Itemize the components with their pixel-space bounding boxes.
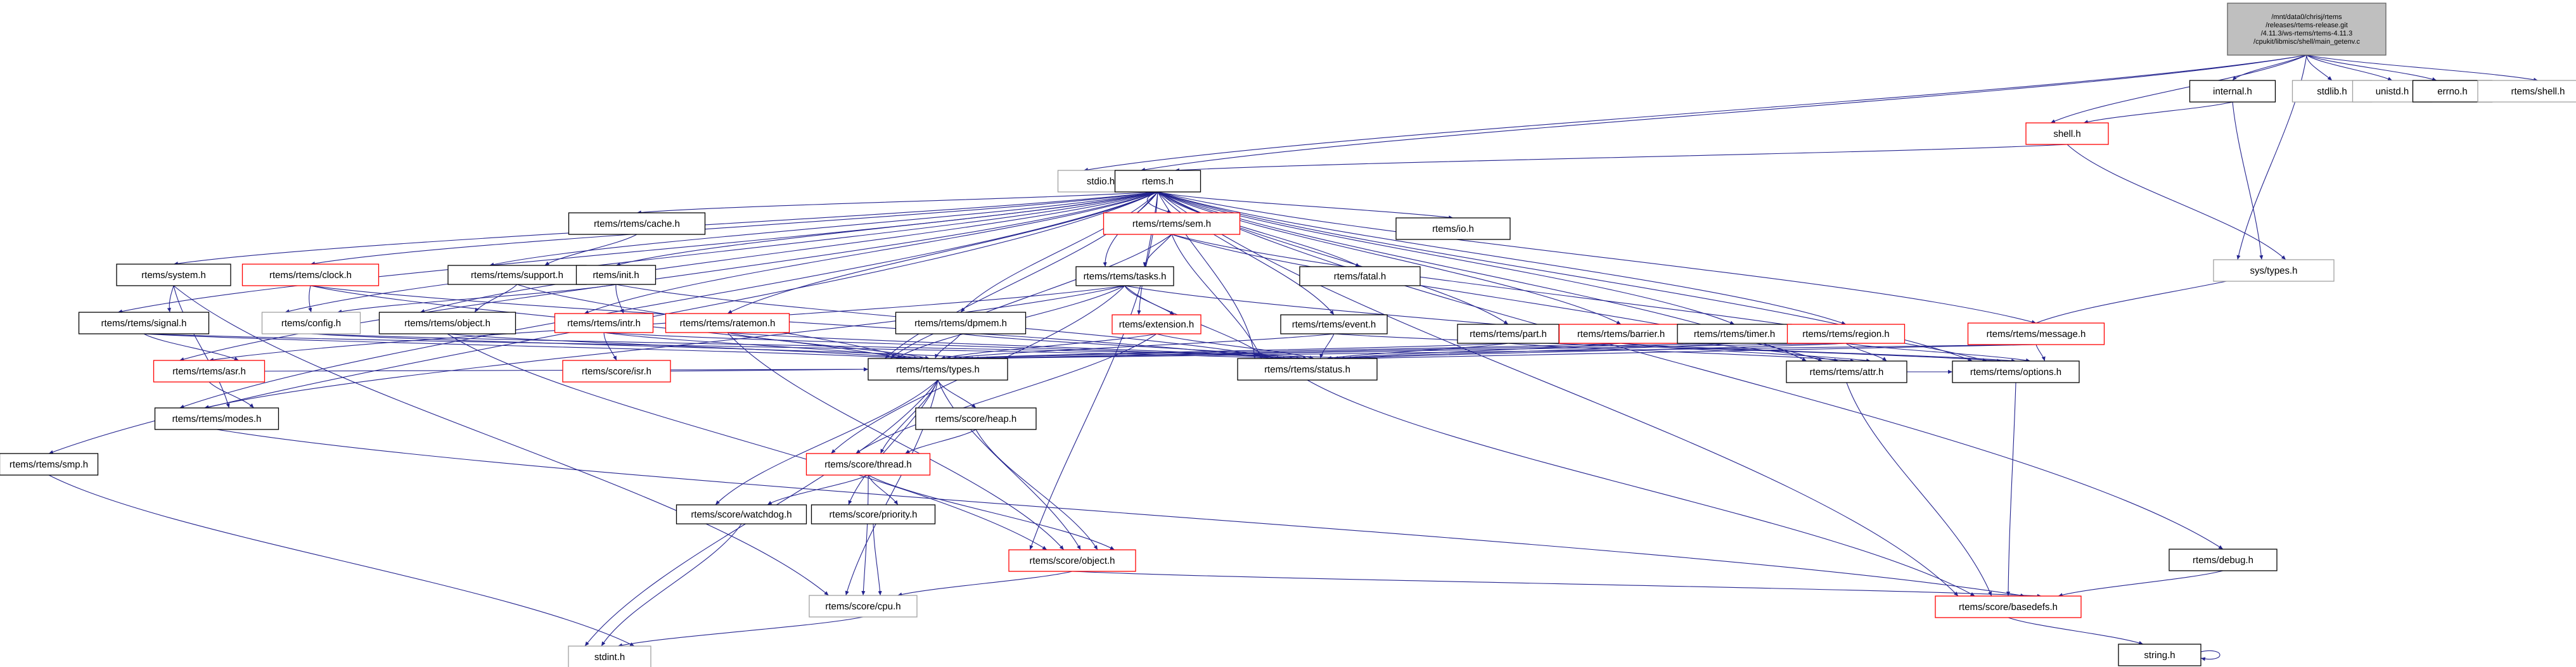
svg-text:rtems/score/object.h: rtems/score/object.h <box>1029 556 1115 566</box>
svg-text:rtems/rtems/part.h: rtems/rtems/part.h <box>1470 329 1547 340</box>
svg-text:rtems/io.h: rtems/io.h <box>1432 224 1474 234</box>
svg-text:rtems/rtems/object.h: rtems/rtems/object.h <box>404 318 490 329</box>
svg-text:rtems/score/heap.h: rtems/score/heap.h <box>935 414 1016 424</box>
svg-text:rtems/rtems/tasks.h: rtems/rtems/tasks.h <box>1084 271 1167 282</box>
svg-text:rtems/extension.h: rtems/extension.h <box>1119 319 1194 330</box>
svg-text:rtems/rtems/intr.h: rtems/rtems/intr.h <box>567 318 641 329</box>
svg-text:rtems/score/cpu.h: rtems/score/cpu.h <box>825 601 900 612</box>
svg-text:rtems/rtems/message.h: rtems/rtems/message.h <box>1987 329 2086 340</box>
svg-text:rtems/score/thread.h: rtems/score/thread.h <box>824 459 912 470</box>
svg-text:rtems/rtems/signal.h: rtems/rtems/signal.h <box>101 318 186 329</box>
svg-text:rtems/config.h: rtems/config.h <box>281 318 341 329</box>
svg-text:rtems/rtems/cache.h: rtems/rtems/cache.h <box>594 219 680 229</box>
svg-text:rtems/system.h: rtems/system.h <box>141 270 206 281</box>
svg-text:rtems/rtems/dpmem.h: rtems/rtems/dpmem.h <box>914 318 1007 329</box>
svg-text:rtems.h: rtems.h <box>1142 176 1174 187</box>
svg-text:rtems/init.h: rtems/init.h <box>593 270 639 281</box>
svg-text:/4.11.3/ws-rtems/rtems-4.11.3: /4.11.3/ws-rtems/rtems-4.11.3 <box>2261 30 2352 37</box>
svg-text:rtems/rtems/types.h: rtems/rtems/types.h <box>896 364 980 375</box>
svg-text:shell.h: shell.h <box>2053 129 2080 139</box>
svg-text:unistd.h: unistd.h <box>2376 86 2409 97</box>
svg-text:rtems/rtems/region.h: rtems/rtems/region.h <box>1802 329 1890 340</box>
svg-text:rtems/rtems/status.h: rtems/rtems/status.h <box>1264 364 1350 375</box>
svg-text:rtems/rtems/smp.h: rtems/rtems/smp.h <box>10 459 88 470</box>
svg-text:internal.h: internal.h <box>2213 86 2252 97</box>
svg-text:stdio.h: stdio.h <box>1087 176 1115 187</box>
svg-text:rtems/rtems/sem.h: rtems/rtems/sem.h <box>1132 219 1211 229</box>
svg-text:rtems/shell.h: rtems/shell.h <box>2511 86 2565 97</box>
svg-text:rtems/score/watchdog.h: rtems/score/watchdog.h <box>691 509 791 520</box>
svg-text:stdint.h: stdint.h <box>594 652 625 663</box>
svg-text:string.h: string.h <box>2144 650 2175 661</box>
svg-text:/releases/rtems-release.git: /releases/rtems-release.git <box>2265 22 2348 29</box>
svg-text:rtems/rtems/asr.h: rtems/rtems/asr.h <box>172 366 246 377</box>
svg-text:rtems/rtems/event.h: rtems/rtems/event.h <box>1292 319 1376 330</box>
svg-text:rtems/rtems/clock.h: rtems/rtems/clock.h <box>269 270 352 281</box>
svg-text:rtems/score/isr.h: rtems/score/isr.h <box>582 366 651 377</box>
svg-text:rtems/rtems/ratemon.h: rtems/rtems/ratemon.h <box>680 318 776 329</box>
svg-text:/mnt/data0/chrisj/rtems: /mnt/data0/chrisj/rtems <box>2271 13 2342 21</box>
svg-text:rtems/rtems/options.h: rtems/rtems/options.h <box>1970 367 2061 378</box>
svg-text:rtems/score/basedefs.h: rtems/score/basedefs.h <box>1959 602 2058 613</box>
svg-text:rtems/rtems/timer.h: rtems/rtems/timer.h <box>1694 329 1775 340</box>
svg-text:rtems/rtems/attr.h: rtems/rtems/attr.h <box>1810 367 1884 378</box>
svg-text:sys/types.h: sys/types.h <box>2250 265 2297 276</box>
svg-text:rtems/rtems/barrier.h: rtems/rtems/barrier.h <box>1577 329 1665 340</box>
svg-text:rtems/score/priority.h: rtems/score/priority.h <box>830 509 918 520</box>
svg-text:stdlib.h: stdlib.h <box>2317 86 2347 97</box>
svg-text:rtems/fatal.h: rtems/fatal.h <box>1334 271 1387 282</box>
svg-text:rtems/debug.h: rtems/debug.h <box>2193 555 2253 566</box>
svg-text:rtems/rtems/modes.h: rtems/rtems/modes.h <box>172 414 262 424</box>
svg-text:errno.h: errno.h <box>2437 86 2468 97</box>
svg-text:/cpukit/libmisc/shell/main_get: /cpukit/libmisc/shell/main_getenv.c <box>2253 38 2360 46</box>
svg-text:rtems/rtems/support.h: rtems/rtems/support.h <box>471 270 563 281</box>
